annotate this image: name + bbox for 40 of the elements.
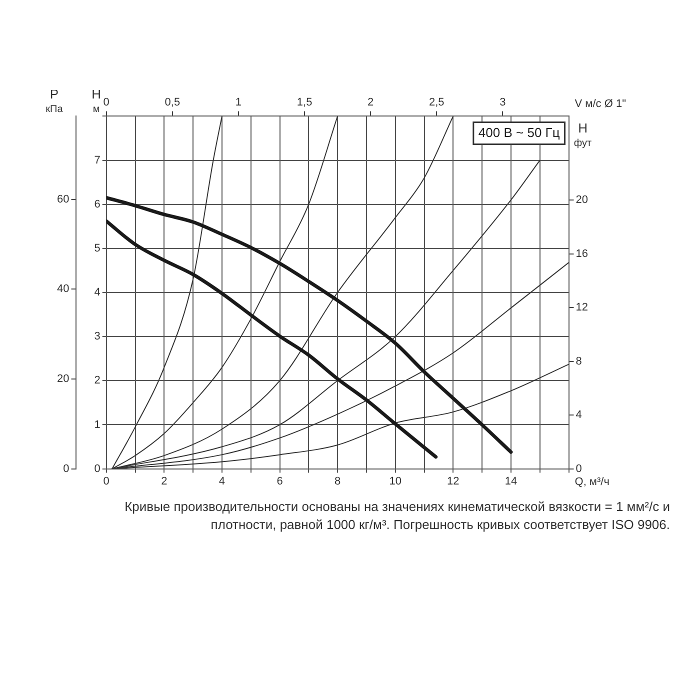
x-axis-title: Q, м³/ч	[574, 476, 610, 488]
y3-tick-label: 40	[56, 283, 70, 296]
y-tick-label: 3	[94, 330, 100, 343]
y2-tick-label: 0	[576, 462, 582, 475]
x2-tick-label: 2	[368, 96, 374, 109]
y-tick-label: 1	[94, 418, 100, 431]
y-tick-label: 7	[94, 154, 100, 166]
y3-tick-label: 0	[63, 462, 70, 475]
x2-tick-label: 1	[235, 96, 242, 109]
y-tick-label: 0	[94, 462, 100, 475]
x-tick-label: 6	[276, 475, 283, 488]
x2-tick-label: 3	[500, 96, 506, 109]
y2-tick-label: 8	[576, 355, 582, 368]
x2-tick-label: 1,5	[296, 96, 312, 109]
y2-axis-title: H фут	[574, 120, 592, 149]
y-tick-label: 4	[94, 286, 100, 299]
x2-tick-label: 0,5	[164, 96, 180, 109]
y-tick-label: 2	[94, 374, 100, 387]
x2-tick-label: 0	[103, 96, 110, 109]
line-series	[106, 219, 438, 459]
x2-tick-label: 2,5	[429, 96, 444, 109]
x-tick-label: 12	[447, 475, 460, 488]
y2-tick-label: 20	[576, 194, 588, 206]
x-tick-label: 10	[389, 475, 402, 488]
y3-tick-label: 60	[56, 193, 70, 206]
x-tick-label: 2	[161, 475, 168, 488]
line-series	[106, 196, 513, 454]
text: Кривые производительности основаны на значениях кинематической вязкости = 1 мм²/с и плотности, равной 1000 кг/м³. Погрешность кривых соответствует ISO 9906.	[124, 498, 670, 534]
y3-tick-label: 20	[56, 372, 70, 385]
y2-tick-label: 16	[576, 248, 588, 260]
x-tick-label: 0	[103, 475, 110, 488]
y-tick-label: 5	[94, 242, 100, 254]
x-tick-label: 4	[218, 475, 226, 488]
annotation: 400 В ~ 50 Гц	[478, 124, 560, 140]
y-tick-label: 6	[94, 198, 100, 210]
x-tick-label: 8	[334, 475, 341, 488]
x-tick-label: 14	[504, 475, 518, 488]
y2-tick-label: 12	[576, 302, 588, 314]
y2-tick-label: 4	[576, 409, 582, 422]
x2-axis-title: V м/с Ø 1"	[574, 98, 626, 110]
